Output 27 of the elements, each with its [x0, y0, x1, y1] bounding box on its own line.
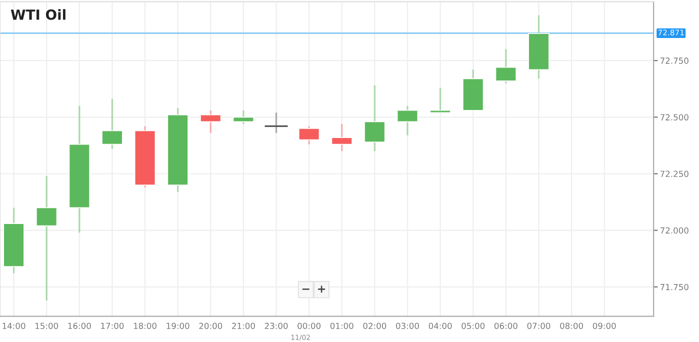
x-tick-label: 21:00	[232, 322, 255, 330]
y-tick-label: 72.500	[660, 114, 688, 120]
chart-title: WTI Oil	[10, 9, 66, 20]
x-tick-label: 23:00	[264, 322, 288, 330]
x-tick-label: 14:00	[2, 322, 26, 330]
x-tick-label: 19:00	[166, 322, 190, 330]
x-tick-label: 15:00	[35, 322, 58, 330]
x-tick-label: 09:00	[592, 322, 616, 330]
x-tick-label: 07:00	[527, 322, 550, 330]
x-tick-label: 20:00	[199, 322, 222, 330]
x-tick-label: 18:00	[134, 322, 156, 330]
x-tick-label: 03:00	[396, 322, 419, 330]
x-tick-label: 01:00	[330, 322, 354, 330]
x-tick-label: 08:00	[560, 322, 583, 330]
annotation: −	[302, 288, 310, 290]
y-tick-label: 71.750	[660, 284, 688, 290]
x-tick-label: 00:00	[298, 322, 321, 330]
x-tick-label: 16:00	[68, 322, 91, 330]
y-tick-label: 72.750	[660, 58, 688, 64]
y-tick-label: 72.250	[660, 170, 688, 178]
x-tick-label: 06:00	[494, 322, 518, 330]
annotation: +	[318, 286, 326, 293]
y-tick-label: 72.000	[660, 227, 688, 234]
x-tick-label: 04:00	[428, 322, 452, 330]
x-tick-label: 05:00	[462, 322, 485, 330]
x-tick-label: 17:00	[101, 322, 124, 330]
x-tick-label: 02:00	[363, 322, 386, 330]
